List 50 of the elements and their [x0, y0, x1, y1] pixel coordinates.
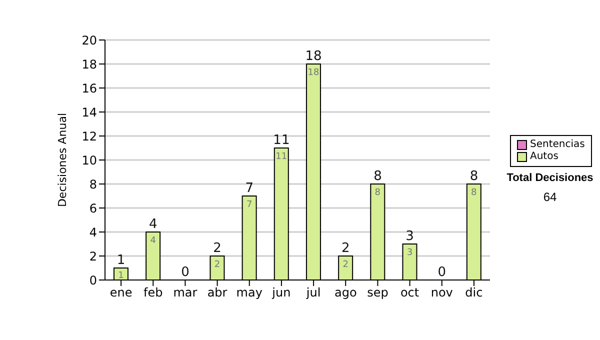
- text: Total Decisiones: [506, 172, 594, 184]
- y-tick-label: 2: [89, 249, 97, 264]
- x-tick-label: ene: [110, 286, 132, 300]
- total-label: 8: [374, 169, 382, 184]
- total-label: 7: [245, 181, 254, 196]
- total-label: 8: [470, 169, 478, 184]
- data-label: 18: [308, 68, 320, 78]
- x-tick-label: abr: [207, 286, 228, 300]
- data-label: 2: [342, 260, 348, 270]
- x-tick-label: dic: [465, 286, 483, 300]
- legend-label: Sentencias: [530, 139, 585, 151]
- y-axis-title: Decisiones Anual: [56, 112, 69, 208]
- y-tick-label: 0: [89, 273, 97, 288]
- x-tick-label: oct: [400, 286, 420, 300]
- y-tick-label: 12: [82, 129, 97, 144]
- legend-label: Autos: [530, 151, 558, 163]
- y-tick-label: 8: [89, 177, 97, 192]
- x-tick-label: ago: [334, 286, 357, 300]
- y-tick-label: 4: [89, 225, 97, 240]
- total-label: 1: [116, 253, 126, 268]
- y-tick-label: 10: [82, 153, 97, 168]
- data-label: 7: [246, 200, 252, 210]
- x-tick-label: may: [236, 286, 262, 300]
- x-tick-label: feb: [144, 286, 163, 300]
- data-label: 2: [214, 260, 220, 270]
- data-label: 11: [276, 152, 288, 162]
- total-label: 2: [213, 241, 222, 256]
- y-tick-label: 6: [89, 201, 97, 216]
- total-label: 11: [273, 133, 290, 148]
- total-label: 3: [406, 229, 414, 244]
- data-label: 3: [406, 248, 413, 258]
- total-label: 0: [438, 265, 446, 280]
- data-label: 1: [118, 271, 124, 281]
- x-tick-label: sep: [367, 286, 388, 300]
- total-label: 2: [341, 241, 350, 256]
- total-label: 4: [148, 217, 158, 232]
- total-label: 18: [305, 49, 322, 64]
- text: 64: [542, 190, 558, 204]
- y-tick-label: 14: [82, 105, 97, 120]
- x-tick-label: nov: [430, 286, 453, 300]
- data-label: 4: [150, 236, 156, 246]
- data-label: 8: [471, 188, 478, 198]
- x-tick-label: mar: [173, 286, 198, 300]
- total-label: 0: [181, 265, 190, 280]
- y-tick-label: 16: [82, 81, 97, 96]
- data-label: 8: [374, 188, 381, 198]
- x-tick-label: jun: [271, 286, 291, 300]
- y-tick-label: 20: [82, 33, 97, 48]
- y-tick-label: 18: [82, 57, 97, 72]
- x-tick-label: jul: [305, 286, 321, 300]
